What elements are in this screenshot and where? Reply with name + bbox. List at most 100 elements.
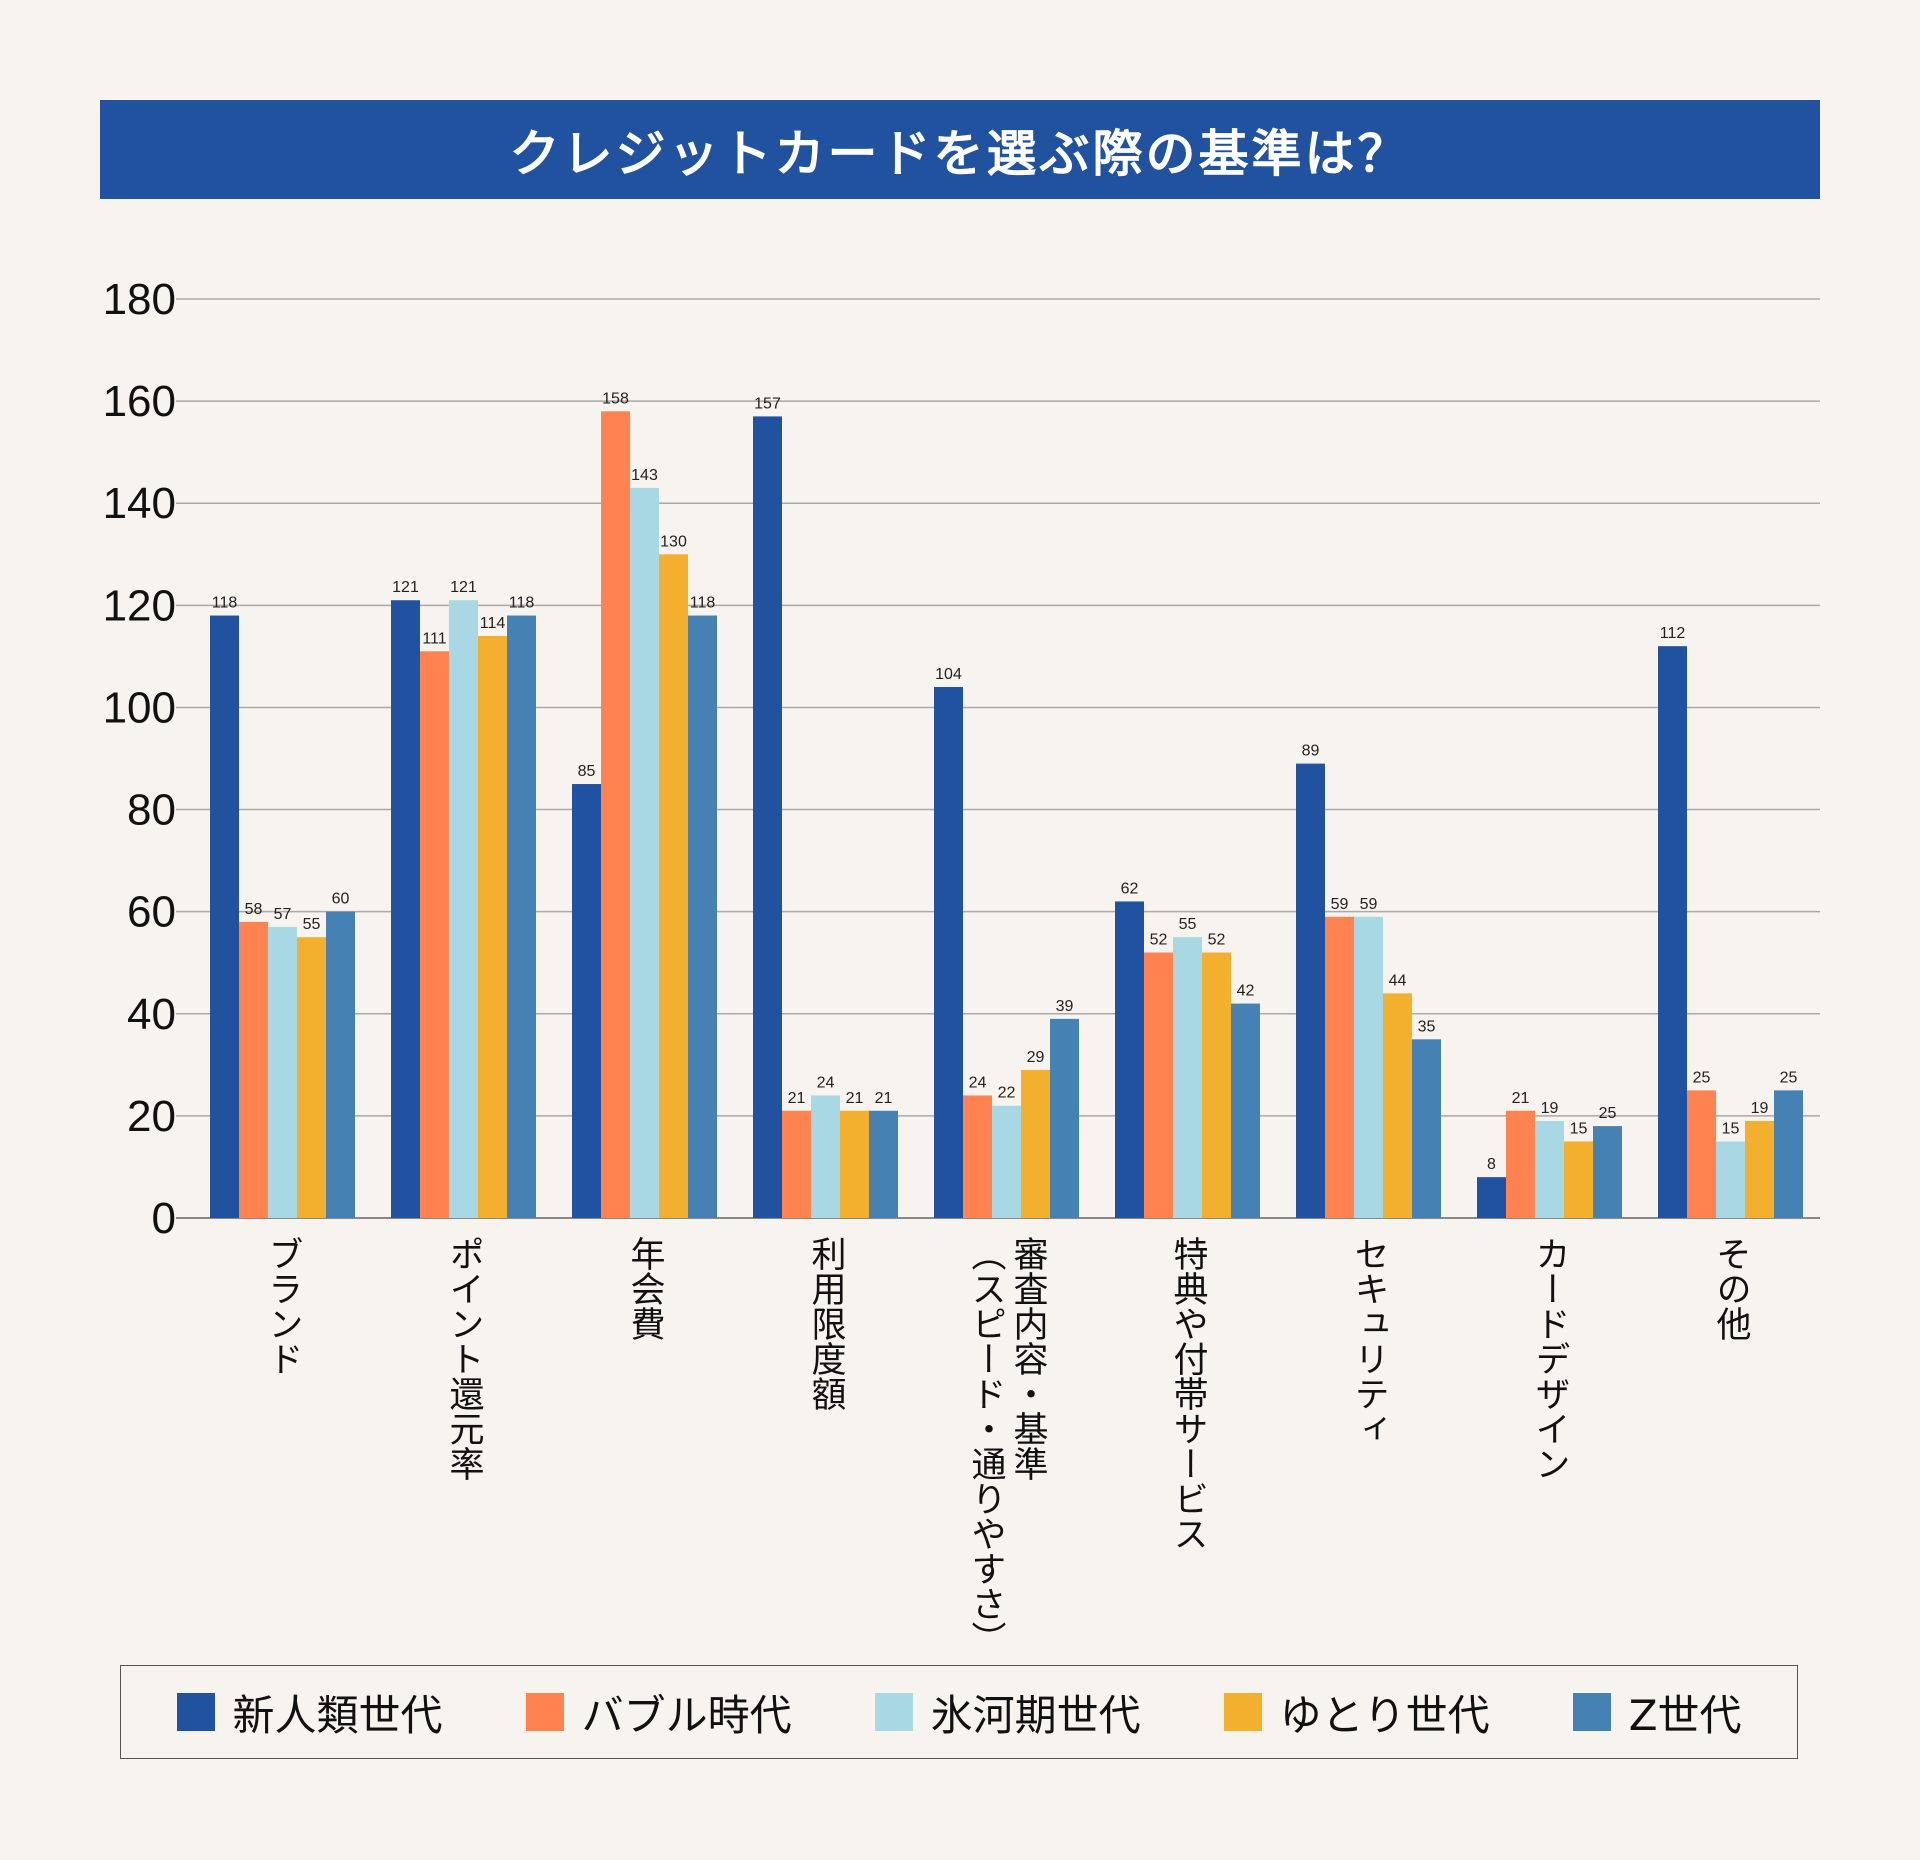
legend-label: Z世代 [1628,1690,1742,1740]
bar [1506,1110,1535,1218]
data-label: 57 [274,906,292,923]
data-label: 121 [392,579,419,596]
bar [1477,1177,1506,1218]
x-category-label-line: ブランド [262,1236,303,1376]
x-category-label: その他 [1711,1236,1751,1341]
data-label: 85 [578,763,596,780]
x-category-label-line: セキュリティ [1348,1236,1389,1446]
data-label: 104 [935,666,962,683]
data-label: 55 [1179,916,1197,933]
data-label: 112 [1660,625,1686,642]
bar [1716,1141,1745,1218]
data-label: 42 [1237,983,1255,1000]
data-label: 21 [788,1090,806,1107]
bar [1144,952,1173,1218]
data-label: 39 [1056,998,1074,1015]
data-label: 157 [754,395,781,412]
y-tick-label: 40 [127,990,176,1039]
legend-swatch [1572,1693,1611,1731]
y-tick-label: 160 [103,377,176,426]
legend-label: 氷河期世代 [930,1690,1141,1740]
legend-item: 新人類世代 [176,1682,443,1743]
bar [811,1095,840,1218]
y-tick-label: 0 [152,1194,176,1243]
y-tick-label: 140 [103,479,176,528]
y-tick-label: 180 [103,275,176,324]
bar [934,687,963,1218]
bar [449,600,478,1218]
data-label: 24 [969,1074,987,1091]
data-label: 21 [1512,1090,1530,1107]
x-category-label-line: （スピード・通りやすさ） [965,1236,1006,1656]
data-label: 55 [303,916,321,933]
bar [782,1110,811,1218]
bar [1325,916,1354,1218]
data-label: 59 [1331,896,1349,913]
data-label: 52 [1208,932,1226,949]
data-label: 25 [1693,1069,1711,1086]
x-category-label: セキュリティ [1348,1236,1389,1446]
data-label: 114 [480,615,506,632]
data-label: 22 [998,1085,1016,1102]
data-label: 111 [422,630,446,647]
data-label: 15 [1570,1120,1588,1137]
y-tick-label: 100 [103,683,176,732]
bar [1593,1126,1622,1218]
data-label: 19 [1541,1100,1559,1117]
data-label: 130 [660,533,687,550]
data-label: 58 [245,901,263,918]
data-label: 24 [817,1074,835,1091]
data-label: 118 [212,595,238,612]
bar [1687,1090,1716,1218]
bar [239,921,268,1218]
data-label: 59 [1360,896,1378,913]
legend-swatch [525,1693,564,1731]
legend-swatch [874,1693,913,1731]
x-category-label: カードデザイン [1529,1236,1570,1481]
bar [268,926,297,1218]
bar [572,784,601,1218]
bar [1202,952,1231,1218]
data-label: 8 [1487,1156,1496,1173]
data-label: 62 [1121,880,1139,897]
bar [1354,916,1383,1218]
data-label: 158 [602,390,629,407]
bar [1535,1120,1564,1218]
data-label: 29 [1027,1049,1045,1066]
x-category-label: 利用限度額 [805,1236,846,1411]
data-label: 21 [875,1090,893,1107]
bar [1774,1090,1803,1218]
data-label: 21 [846,1090,864,1107]
bar [478,635,507,1218]
data-label: 60 [332,891,350,908]
bar [1383,993,1412,1218]
bar [210,615,239,1218]
y-tick-label: 20 [127,1092,176,1141]
legend-item: ゆとり世代 [1223,1682,1490,1743]
bar [1115,901,1144,1218]
data-label: 121 [450,579,477,596]
legend-swatch [1223,1693,1262,1731]
data-label: 44 [1389,972,1407,989]
bar [630,487,659,1219]
data-label: 35 [1418,1018,1436,1035]
x-category-label-line: カードデザイン [1529,1236,1570,1481]
bar [601,411,630,1218]
data-label: 25 [1780,1069,1798,1086]
chart-legend: 新人類世代 バブル時代 氷河期世代 ゆとり世代 Z世代 [120,1665,1798,1759]
x-category-label-line: ポイント還元率 [443,1236,484,1481]
bar [1564,1141,1593,1218]
bar [1173,937,1202,1218]
bar [963,1095,992,1218]
data-label: 143 [631,467,658,484]
bar [1050,1018,1079,1218]
legend-item: バブル時代 [525,1682,792,1743]
x-category-label-line: 利用限度額 [805,1236,846,1411]
bar [659,554,688,1218]
data-label: 52 [1150,932,1168,949]
x-category-label: 特典や付帯サービス [1168,1236,1208,1551]
y-tick-label: 60 [127,888,176,937]
data-label: 19 [1751,1100,1769,1117]
bar [992,1105,1021,1218]
